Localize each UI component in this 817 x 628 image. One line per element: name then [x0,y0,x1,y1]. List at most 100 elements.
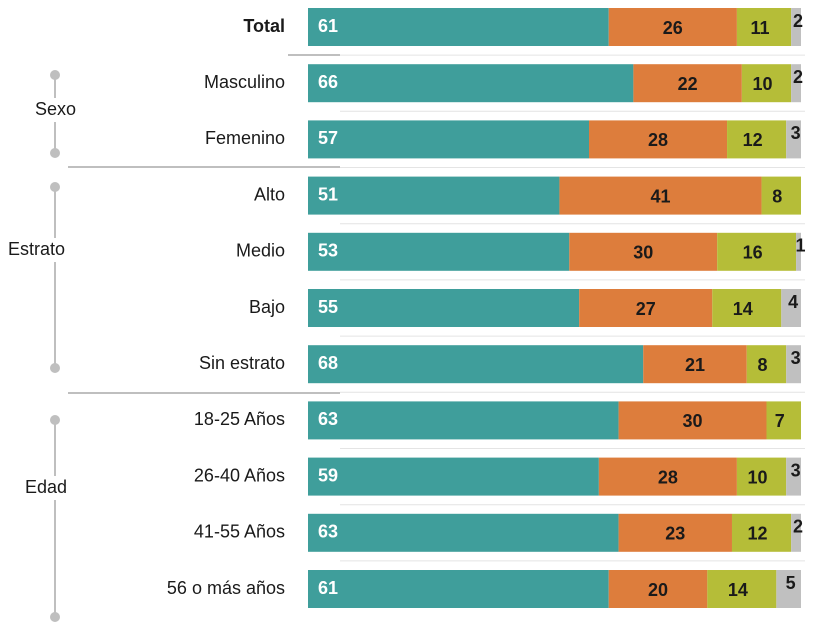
bar-segment [308,176,560,215]
bar-segment [776,570,801,608]
value-label: 57 [318,128,338,148]
group-label-bg [33,98,73,122]
group-label: Estrato [8,239,65,259]
bar-segment [761,176,801,215]
category-label: Femenino [205,128,285,148]
bar-segment [731,513,792,552]
value-label: 5 [786,573,796,593]
bar-segment [308,570,609,608]
bar-segment [308,401,619,440]
bar-segment [746,345,787,384]
value-label: 22 [678,74,698,94]
category-label: 41-55 Años [194,522,285,542]
bar-segment [308,64,634,103]
bar-segment [608,570,708,608]
value-label: 63 [318,409,338,429]
value-label: 26 [663,18,683,38]
value-label: 68 [318,353,338,373]
bar-segment [727,120,787,159]
value-label: 61 [318,16,338,36]
value-label: 53 [318,241,338,261]
value-label: 10 [752,74,772,94]
group-label: Edad [25,477,67,497]
group-label: Sexo [35,99,76,119]
bar-segment [736,8,792,46]
bar-segment [308,232,570,271]
value-label: 2 [793,11,803,31]
group-label-bg [6,238,75,262]
bar-segment [308,345,644,384]
value-label: 8 [772,186,782,206]
value-label: 14 [733,299,753,319]
value-label: 14 [728,580,748,600]
value-label: 28 [658,467,678,487]
category-label: Alto [254,184,285,204]
category-label: 26-40 Años [194,465,285,485]
category-label: Masculino [204,72,285,92]
bar-segment [569,232,718,271]
value-label: 4 [788,292,798,312]
value-label: 3 [791,123,801,143]
category-label: Bajo [249,297,285,317]
value-label: 8 [757,355,767,375]
value-label: 61 [318,578,338,598]
value-label: 59 [318,465,338,485]
value-label: 2 [793,67,803,87]
bar-segment [791,8,801,46]
value-label: 12 [748,524,768,544]
bar-segment [308,513,619,552]
bar-segment [766,401,801,440]
bar-segment [308,120,590,159]
bar-segment [308,457,599,496]
group-dot [50,182,60,192]
value-label: 10 [748,467,768,487]
category-label: Total [243,16,285,36]
value-label: 55 [318,297,338,317]
value-label: 66 [318,72,338,92]
bar-segment [589,120,728,159]
value-label: 3 [791,348,801,368]
value-label: 20 [648,580,668,600]
bar-segment [736,457,787,496]
bar-segment [707,570,777,608]
group-dot [50,363,60,373]
group-dot [50,148,60,158]
bar-segment [786,457,801,496]
bar-segment [796,232,801,271]
bar-segment [618,513,732,552]
bar-segment [579,289,713,327]
value-label: 63 [318,522,338,542]
value-label: 28 [648,130,668,150]
value-label: 12 [743,130,763,150]
bar-segment [717,232,797,271]
value-label: 3 [791,460,801,480]
bar-segment [786,120,801,159]
bar-segment [791,64,801,103]
bar-segment [559,176,762,215]
category-label: Sin estrato [199,353,285,373]
category-label: 18-25 Años [194,409,285,429]
value-label: 41 [650,186,670,206]
bar-segment [786,345,801,384]
group-dot [50,612,60,622]
value-label: 7 [775,411,785,431]
bar-segment [618,401,767,440]
value-label: 1 [796,236,806,256]
bar-segment [633,64,742,103]
value-label: 30 [683,411,703,431]
category-label: Medio [236,241,285,261]
group-label-bg [23,476,63,500]
bar-segment [308,289,580,327]
bar-segment [308,8,609,46]
group-dot [50,70,60,80]
value-label: 30 [633,243,653,263]
bar-segment [741,64,792,103]
value-label: 16 [743,243,763,263]
value-label: 51 [318,184,338,204]
bar-segment [608,8,737,46]
bar-segment [643,345,747,384]
bar-segment [598,457,737,496]
value-label: 23 [665,524,685,544]
bar-segment [781,289,801,327]
